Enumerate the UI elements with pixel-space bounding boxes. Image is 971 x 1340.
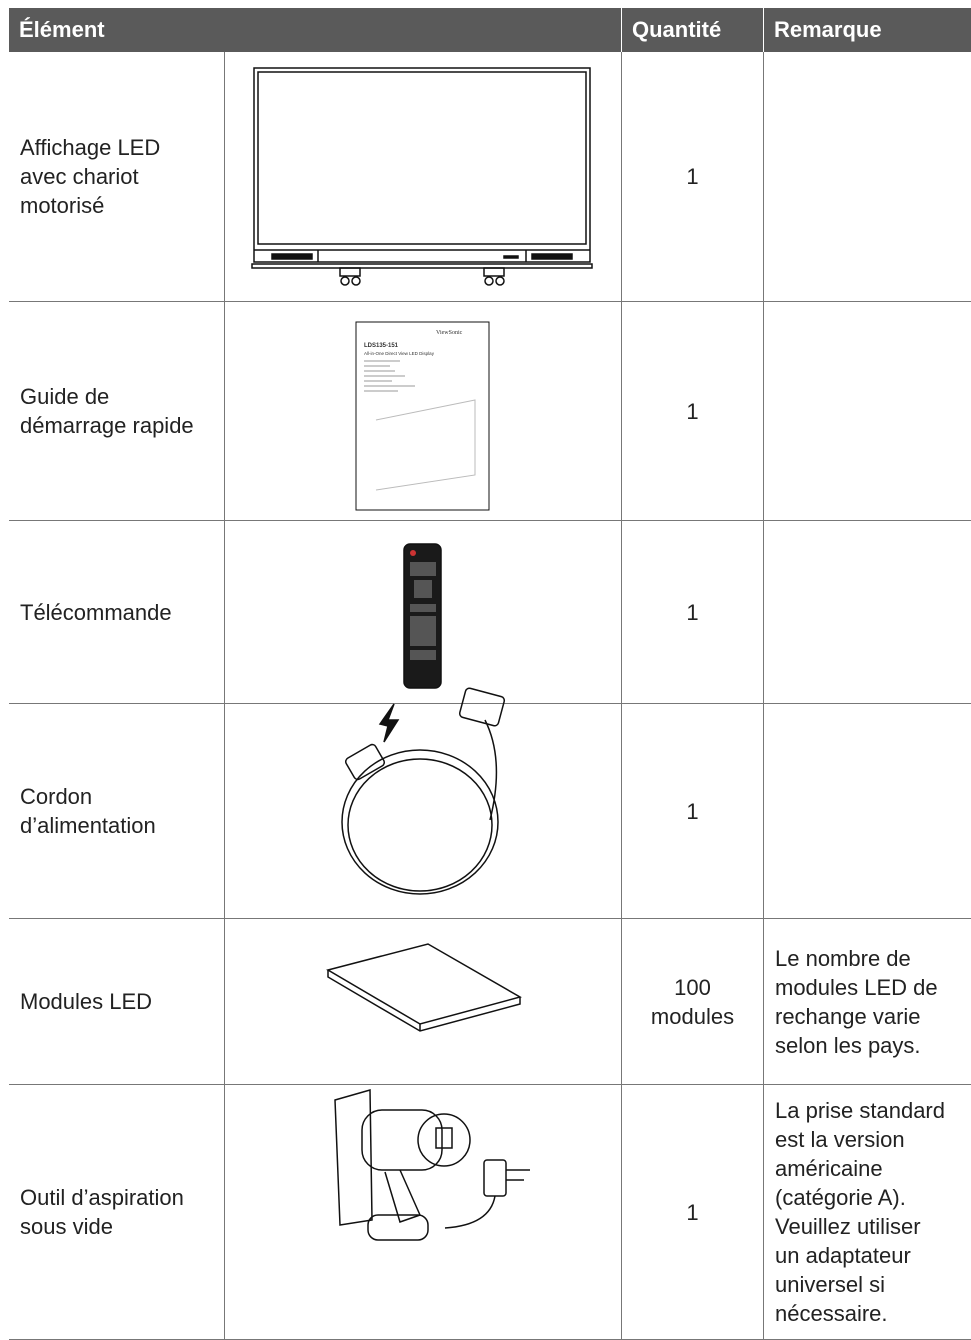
cell-line: 1 bbox=[686, 798, 699, 824]
cell-line: américaine bbox=[775, 1156, 883, 1181]
image-cell bbox=[224, 919, 621, 1084]
cell-line: avec chariot bbox=[20, 164, 139, 189]
header-cell: Élément bbox=[9, 8, 621, 52]
item-cell: Télécommande bbox=[9, 521, 224, 703]
cell-line: Télécommande bbox=[20, 599, 172, 625]
remark-cell bbox=[763, 52, 971, 301]
cell-line: 1 bbox=[686, 398, 699, 424]
cell-line: rechange varie bbox=[775, 1003, 921, 1029]
item-cell: Affichage LED avec chariot motorisé bbox=[9, 52, 224, 301]
cell-line: est la version bbox=[775, 1127, 905, 1152]
guide-text: All-in-One Direct View LED Display bbox=[364, 351, 435, 356]
cell-line: 1 bbox=[686, 1199, 699, 1225]
cell-line: 100 bbox=[674, 974, 711, 1000]
image-cell bbox=[224, 302, 621, 520]
table-row: Modules LED 100 modules Le nombre de modules… bbox=[9, 919, 971, 1085]
quantity-cell: 1 bbox=[621, 704, 763, 918]
cell-line: Le nombre de bbox=[775, 945, 911, 971]
quantity-cell: 1 bbox=[621, 302, 763, 520]
item-cell: Cordon d’alimentation bbox=[9, 704, 224, 918]
remark-cell: Le nombre de modules LED de rechange varie… bbox=[763, 919, 971, 1084]
table-row: Télécommande 1 bbox=[9, 521, 971, 704]
item-cell: Modules LED bbox=[9, 919, 224, 1084]
table-row: Affichage LED avec chariot motorisé 1 bbox=[9, 52, 971, 302]
table-row: Cordon d’alimentation 1 bbox=[9, 704, 971, 919]
cell-line: Cordon bbox=[20, 784, 93, 809]
cell-line: démarrage rapide bbox=[20, 413, 194, 438]
image-cell bbox=[224, 52, 621, 301]
cell-line: modules LED de bbox=[775, 974, 938, 1000]
cell-line: un adaptateur bbox=[775, 1243, 911, 1268]
power-cord-illustration bbox=[341, 687, 506, 895]
image-cell bbox=[224, 704, 621, 918]
remark-cell bbox=[763, 302, 971, 520]
guide-text: ViewSonic bbox=[436, 330, 463, 336]
image-cell bbox=[224, 521, 621, 703]
module-illustration bbox=[326, 943, 522, 1032]
quantity-cell: 1 bbox=[621, 521, 763, 703]
cell-line: (catégorie A). bbox=[775, 1185, 906, 1210]
quantity-cell: 100 modules bbox=[621, 919, 763, 1084]
remark-cell bbox=[763, 704, 971, 918]
cell-line: Veuillez utiliser bbox=[775, 1214, 921, 1239]
cell-line: La prise standard bbox=[775, 1098, 945, 1123]
guide-illustration: ViewSonic LDS135-151 All-in-One Direct V… bbox=[355, 321, 490, 511]
cell-line: modules bbox=[650, 1003, 735, 1029]
table-row: Guide de démarrage rapide 1 bbox=[9, 302, 971, 521]
led-display-illustration bbox=[251, 67, 593, 286]
cell-line: universel si bbox=[775, 1272, 886, 1297]
remark-cell: La prise standard est la version américain… bbox=[763, 1085, 971, 1339]
item-cell: Guide de démarrage rapide bbox=[9, 302, 224, 520]
item-cell: Outil d’aspiration sous vide bbox=[9, 1085, 224, 1339]
cell-line: d’alimentation bbox=[20, 813, 156, 838]
remark-cell bbox=[763, 521, 971, 703]
cell-line: Outil d’aspiration bbox=[20, 1185, 184, 1210]
image-cell bbox=[224, 1085, 621, 1339]
guide-text: LDS135-151 bbox=[364, 343, 399, 349]
quantity-cell: 1 bbox=[621, 52, 763, 301]
header-cell: Remarque bbox=[764, 8, 971, 52]
vacuum-illustration bbox=[334, 1089, 530, 1241]
cell-line: motorisé bbox=[20, 193, 105, 218]
cell-line: Modules LED bbox=[20, 989, 153, 1014]
header-cell: Quantité bbox=[622, 8, 763, 52]
table-row: Outil d’aspiration sous vide 1 La prise sta… bbox=[9, 1085, 971, 1340]
cell-line: selon les pays. bbox=[775, 1032, 921, 1058]
cell-line: sous vide bbox=[20, 1214, 113, 1239]
cell-line: 1 bbox=[686, 164, 699, 189]
cell-line: Affichage LED bbox=[20, 135, 161, 160]
quantity-cell: 1 bbox=[621, 1085, 763, 1339]
cell-line: 1 bbox=[686, 599, 699, 625]
remote-illustration bbox=[403, 543, 442, 689]
cell-line: Guide de bbox=[20, 384, 110, 409]
cell-line: nécessaire. bbox=[775, 1301, 888, 1326]
